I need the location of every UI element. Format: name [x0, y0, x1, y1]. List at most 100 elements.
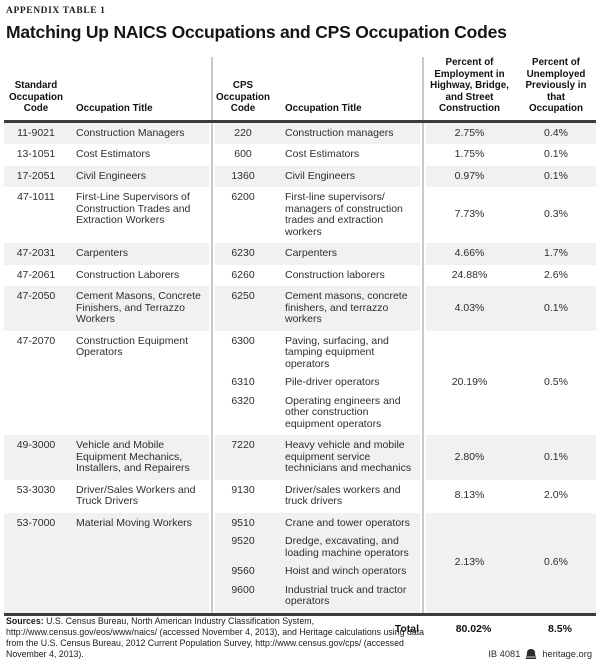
- table-row: 53-3030 Driver/Sales Workers and Truck Dr…: [4, 480, 596, 513]
- table-row: 13-1051 Cost Estimators 600 Cost Estimators…: [4, 144, 596, 166]
- occupation-table: Standard Occupation Code Occupation Titl…: [4, 57, 596, 616]
- pct-employment: 8.13%: [454, 489, 485, 502]
- pct-unemployed: 0.5%: [544, 376, 568, 388]
- cps-entries: 6260 Construction laborers: [212, 265, 423, 287]
- soc-code: 47-2070: [16, 334, 56, 347]
- pct-unemployed: 0.6%: [544, 555, 568, 568]
- total-label: Total: [394, 622, 419, 635]
- page-title: Matching Up NAICS Occupations and CPS Oc…: [6, 22, 507, 42]
- soc-title: Carpenters: [76, 247, 128, 259]
- table-kicker: APPENDIX TABLE 1: [6, 6, 106, 16]
- cps-entries: 6230 Carpenters: [212, 243, 423, 265]
- cps-title: Hoist and winch operators: [285, 565, 407, 577]
- soc-title: Cost Estimators: [76, 148, 151, 160]
- header-soc-title: Occupation Title: [76, 103, 153, 114]
- cps-entries: 9130 Driver/sales workers and truck drive…: [212, 480, 423, 513]
- cps-code: 6250: [231, 290, 255, 302]
- cps-code: 6300: [231, 334, 255, 347]
- cps-title: Heavy vehicle and mobile equipment servi…: [285, 439, 412, 474]
- table-row: 11-9021 Construction Managers 220 Construct…: [4, 122, 596, 145]
- table-bottom-rule: [4, 612, 596, 616]
- cps-code: 6310: [231, 376, 255, 388]
- soc-code: 13-1051: [16, 148, 56, 160]
- cps-entries: 1360 Civil Engineers: [212, 166, 423, 188]
- cps-entries: 6200 First-line supervisors/ managers of …: [212, 187, 423, 243]
- cps-code: 220: [234, 126, 252, 139]
- cps-title: Construction laborers: [285, 268, 385, 281]
- cps-title: Industrial truck and tractor operators: [285, 583, 407, 607]
- report-page: APPENDIX TABLE 1 Matching Up NAICS Occup…: [4, 6, 600, 635]
- header-pct-employment: Percent of Employment in Highway, Bridge…: [430, 57, 509, 114]
- header-soc-code: Standard Occupation Code: [9, 80, 63, 114]
- cps-title: Paving, surfacing, and tamping equipment…: [285, 334, 389, 370]
- site-url: heritage.org: [542, 649, 592, 659]
- cps-code: 9600: [231, 583, 255, 596]
- soc-title: Construction Equipment Operators: [76, 334, 189, 358]
- cps-title: Carpenters: [285, 247, 337, 259]
- cps-title: Dredge, excavating, and loading machine …: [285, 535, 409, 559]
- pct-employment: 4.03%: [454, 301, 485, 314]
- cps-title: Crane and tower operators: [285, 516, 410, 529]
- cps-code: 7220: [231, 439, 255, 451]
- heritage-bell-icon: [525, 649, 537, 659]
- soc-code: 49-3000: [16, 439, 56, 451]
- sources-label: Sources:: [6, 616, 44, 626]
- pct-unemployed: 0.4%: [544, 126, 568, 139]
- soc-code: 53-3030: [16, 483, 56, 496]
- pct-employment: 2.80%: [454, 450, 485, 463]
- pct-unemployed: 2.0%: [544, 489, 568, 502]
- pct-unemployed: 0.1%: [544, 148, 568, 160]
- cps-code: 9520: [231, 535, 255, 547]
- pct-unemployed: 0.1%: [544, 169, 568, 182]
- cps-code: 1360: [231, 169, 255, 182]
- cps-title: Construction managers: [285, 126, 394, 139]
- cps-code: 9510: [231, 516, 255, 529]
- cps-code: 6320: [231, 394, 255, 407]
- sources-text: U.S. Census Bureau, North American Indus…: [6, 616, 425, 659]
- pct-employment: 1.75%: [454, 148, 485, 160]
- cps-title: Cost Estimators: [285, 148, 360, 160]
- pct-employment: 24.88%: [451, 268, 488, 281]
- pct-employment: 4.66%: [454, 247, 485, 259]
- soc-code: 53-7000: [16, 516, 56, 529]
- soc-title: Cement Masons, Concrete Finishers, and T…: [76, 290, 201, 325]
- cps-entries: 6250 Cement masons, concrete finishers, a…: [212, 286, 423, 331]
- pct-employment: 2.13%: [454, 555, 485, 568]
- soc-code: 47-2050: [16, 290, 56, 302]
- pct-unemployed: 0.1%: [544, 301, 568, 314]
- soc-title: Material Moving Workers: [76, 516, 192, 529]
- pct-unemployed: 0.3%: [544, 208, 568, 221]
- soc-title: Civil Engineers: [76, 169, 147, 182]
- pct-unemployed: 2.6%: [544, 268, 568, 281]
- cps-entries: 9510 Crane and tower operators 9520 Dredge,…: [212, 513, 423, 613]
- pct-employment: 2.75%: [454, 126, 485, 139]
- cps-code: 6230: [231, 247, 255, 259]
- cps-code: 9560: [231, 565, 255, 577]
- total-row: Total 80.02% 8.5%: [8, 616, 600, 635]
- footer-branding: IB 4081 heritage.org: [488, 649, 592, 659]
- cps-title: Civil Engineers: [285, 169, 356, 182]
- table-row: 49-3000 Vehicle and Mobile Equipment Mech…: [4, 435, 596, 480]
- table-header-row: Standard Occupation Code Occupation Titl…: [4, 57, 596, 123]
- pct-employment: 0.97%: [454, 169, 485, 182]
- cps-title: Operating engineers and other constructi…: [285, 394, 401, 430]
- column-divider: [209, 57, 215, 613]
- table-row: 47-2031 Carpenters 6230 Carpenters 4.66% 1.7%: [4, 243, 596, 265]
- pct-unemployed: 1.7%: [544, 247, 568, 259]
- total-pct-unemployed: 8.5%: [548, 622, 572, 635]
- pct-employment: 20.19%: [451, 376, 488, 388]
- pct-employment: 7.73%: [454, 208, 485, 221]
- cps-code: 6260: [231, 268, 255, 281]
- header-cps-title: Occupation Title: [285, 103, 362, 114]
- cps-entries: 220 Construction managers: [212, 123, 423, 145]
- cps-entries: 6300 Paving, surfacing, and tamping equip…: [212, 331, 423, 436]
- page-footer: Sources: U.S. Census Bureau, North Ameri…: [6, 616, 592, 660]
- soc-code: 47-2061: [16, 268, 56, 281]
- cps-title: First-line supervisors/ managers of cons…: [285, 191, 403, 238]
- soc-code: 17-2051: [16, 169, 56, 182]
- cps-title: Driver/sales workers and truck drivers: [285, 483, 401, 507]
- header-pct-unemployed: Percent of Unemployed Previously in that…: [525, 57, 587, 114]
- table-row: 17-2051 Civil Engineers 1360 Civil Engineer…: [4, 165, 596, 188]
- cps-title: Cement masons, concrete finishers, and t…: [285, 290, 408, 325]
- soc-title: Driver/Sales Workers and Truck Drivers: [76, 483, 196, 507]
